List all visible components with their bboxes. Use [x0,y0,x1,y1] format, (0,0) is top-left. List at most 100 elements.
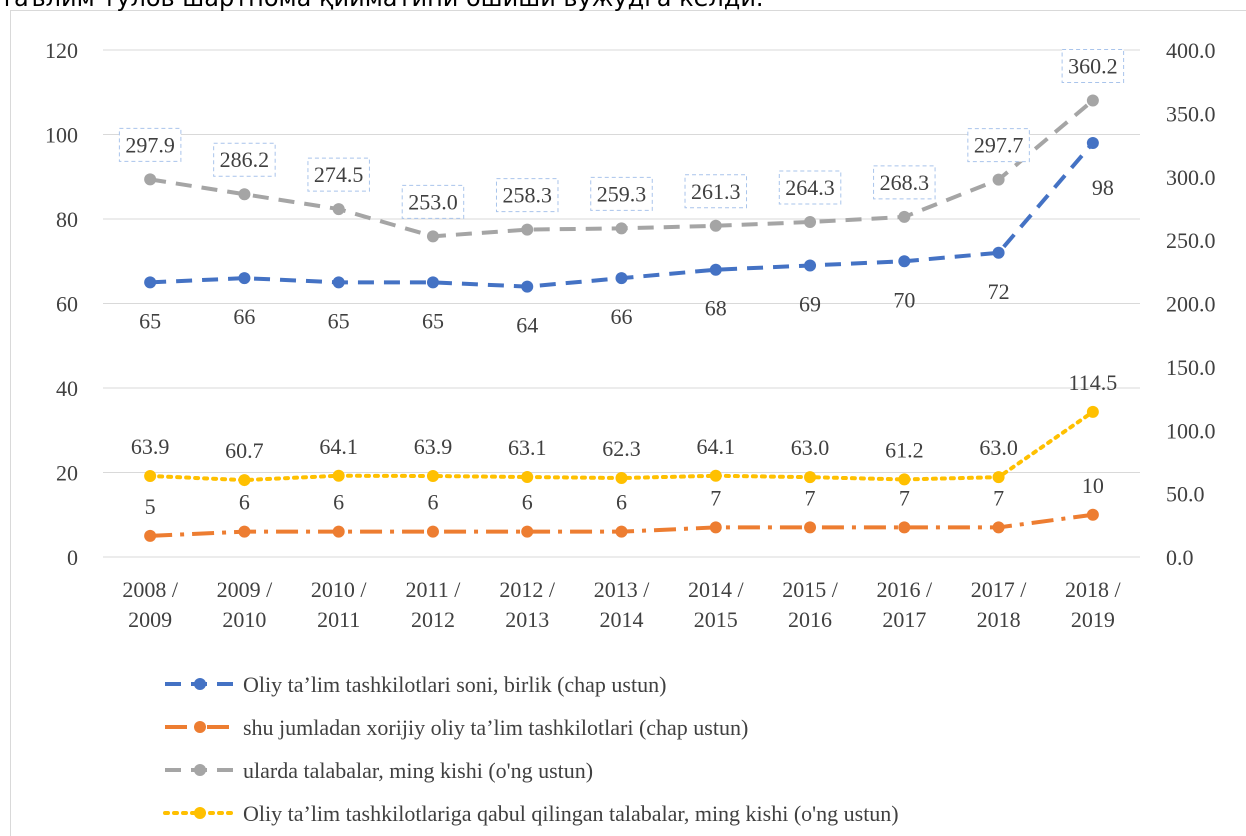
data-point [238,272,251,285]
data-label: 6 [616,490,627,515]
data-label: 274.5 [314,162,364,187]
data-point [332,525,345,538]
data-label: 360.2 [1068,53,1118,78]
legend-marker [194,678,206,690]
legend-marker [194,807,206,819]
data-label: 70 [893,287,915,312]
data-point [709,469,722,482]
x-tick-label: 2010 / 2011 [310,577,367,632]
series-line [150,141,1095,289]
x-tick-label: 2008 / 2009 [122,577,178,632]
data-point [521,280,534,293]
data-label: 65 [139,308,161,333]
data-label: 65 [422,308,444,333]
data-point [615,272,628,285]
data-point [521,471,534,484]
x-tick-label: 2018 / 2019 [1065,577,1121,632]
data-point [992,521,1005,534]
data-point [521,525,534,538]
data-point [992,246,1005,259]
data-label-box [1061,48,1125,83]
data-label: 264.3 [785,175,835,200]
data-label: 6 [522,490,533,515]
data-label: 61.2 [885,437,924,462]
data-point [238,188,251,201]
data-label: 64.1 [319,434,358,459]
caption: таълим тулов шартнома қийматини ошиши ву… [0,0,764,12]
data-point [332,276,345,289]
data-point [709,263,722,276]
data-label: 253.0 [408,189,458,214]
data-point [426,525,439,538]
data-point [426,276,439,289]
y2-tick-label: 50.0 [1166,482,1205,507]
y-tick-label: 120 [45,38,78,63]
data-point [144,173,157,186]
data-label: 98 [1092,175,1114,200]
data-point [521,223,534,236]
y-tick-label: 0 [67,545,78,570]
data-point [144,470,157,483]
data-label: 63.9 [131,434,170,459]
data-point [804,521,817,534]
data-point [709,521,722,534]
y2-tick-label: 300.0 [1166,165,1216,190]
data-label: 68 [705,296,727,321]
data-point [898,210,911,223]
data-label: 7 [899,485,910,510]
data-point [804,471,817,484]
data-label: 63.0 [979,435,1018,460]
y-tick-label: 100 [45,123,78,148]
data-point [332,469,345,482]
data-label-box [495,178,559,213]
data-label: 62.3 [602,436,641,461]
data-label: 114.5 [1069,370,1118,395]
y-tick-label: 60 [56,292,78,317]
data-label: 297.9 [125,132,175,157]
legend-label: shu jumladan xorijiy oliy ta’lim tashkil… [243,715,748,740]
data-point [992,471,1005,484]
y2-tick-label: 100.0 [1166,418,1216,443]
data-label: 259.3 [597,181,647,206]
data-point [426,230,439,243]
legend-label: ularda talabalar, ming kishi (o'ng ustun… [243,758,593,783]
x-tick-label: 2013 / 2014 [593,577,650,632]
data-point [709,219,722,232]
x-tick-label: 2011 / 2012 [405,577,461,632]
data-label: 66 [611,304,633,329]
data-point [1086,94,1099,107]
x-tick-label: 2012 / 2013 [499,577,556,632]
data-label: 286.2 [220,147,270,172]
x-tick-label: 2015 / 2016 [782,577,838,632]
data-label: 63.1 [508,435,547,460]
data-label: 6 [239,490,250,515]
data-label: 63.9 [414,434,453,459]
data-label-box [778,170,842,205]
data-label-box [213,142,276,177]
legend-marker [194,764,206,776]
data-label: 64.1 [697,434,736,459]
data-label-box [967,128,1030,163]
data-label: 64 [516,313,538,338]
data-label: 6 [333,490,344,515]
y-tick-label: 40 [56,376,78,401]
data-label-box [684,174,748,209]
data-point [992,173,1005,186]
data-label: 63.0 [791,435,830,460]
data-label: 72 [988,279,1010,304]
data-point [615,222,628,235]
x-tick-label: 2016 / 2017 [876,577,933,632]
data-point [332,203,345,216]
data-point [898,521,911,534]
data-label: 6 [427,490,438,515]
data-label: 5 [145,494,156,519]
x-tick-label: 2017 / 2018 [970,577,1027,632]
series-line [149,98,1095,239]
legend-label: Oliy ta’lim tashkilotlari soni, birlik (… [243,672,666,697]
data-label-box [590,176,653,211]
data-point [1086,136,1099,149]
x-tick-label: 2014 / 2015 [687,577,744,632]
y2-tick-label: 150.0 [1166,355,1216,380]
y2-tick-label: 350.0 [1166,101,1216,126]
